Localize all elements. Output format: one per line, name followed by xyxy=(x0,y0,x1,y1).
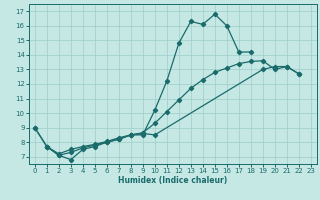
X-axis label: Humidex (Indice chaleur): Humidex (Indice chaleur) xyxy=(118,176,228,185)
